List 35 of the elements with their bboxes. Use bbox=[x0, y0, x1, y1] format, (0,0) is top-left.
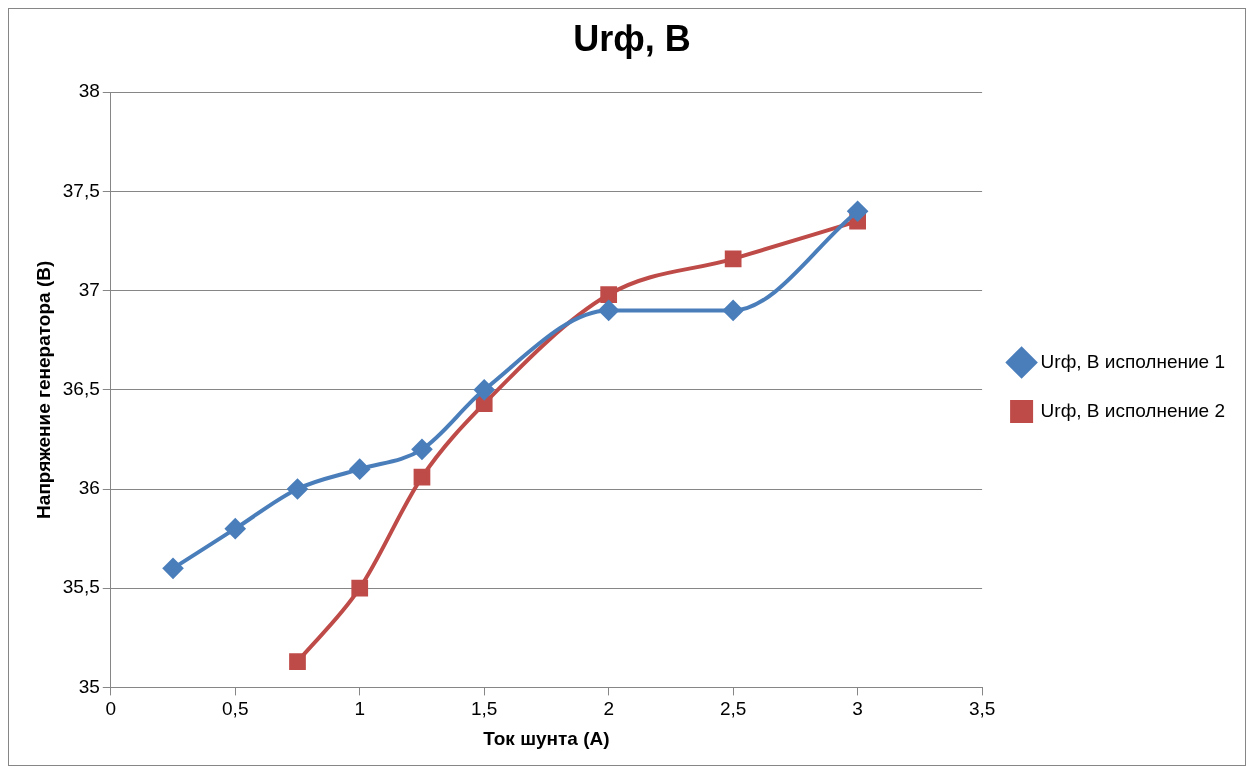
y-tick-label: 36,5 bbox=[62, 378, 100, 400]
x-tick-label: 3,5 bbox=[968, 698, 996, 720]
point bbox=[411, 439, 432, 460]
chart-title: Urф, В bbox=[573, 17, 691, 59]
point bbox=[287, 479, 308, 499]
point bbox=[598, 300, 619, 321]
x-tick-label: 2,5 bbox=[719, 698, 747, 720]
point bbox=[225, 518, 246, 539]
y-tick-label: 35,5 bbox=[62, 576, 100, 598]
y-tick-label: 36 bbox=[78, 477, 100, 499]
point bbox=[475, 395, 493, 413]
x-tick-label: 0,5 bbox=[222, 698, 249, 720]
x-tick-label: 0 bbox=[105, 698, 117, 720]
point bbox=[724, 250, 742, 268]
point bbox=[289, 653, 306, 670]
y-tick-label: 35 bbox=[78, 675, 100, 697]
x-tick-label: 1,5 bbox=[470, 698, 498, 720]
point bbox=[847, 201, 868, 222]
point bbox=[349, 459, 370, 480]
point bbox=[163, 558, 184, 579]
legend-label: Urф, В исполнение 2 bbox=[1040, 399, 1225, 421]
point bbox=[474, 379, 495, 400]
x-tick-label: 1 bbox=[354, 698, 366, 720]
point bbox=[413, 468, 431, 486]
y-tick-label: 37 bbox=[78, 278, 100, 300]
point bbox=[723, 300, 744, 321]
x-tick-label: 3 bbox=[852, 698, 863, 720]
y-axis-title: Напряжение генератора (В) bbox=[32, 260, 54, 519]
legend-label: Urф, В исполнение 1 bbox=[1040, 350, 1225, 372]
y-tick-label: 37,5 bbox=[62, 179, 100, 201]
point bbox=[600, 286, 618, 303]
point bbox=[351, 579, 369, 597]
x-axis-title: Ток шунта (А) bbox=[483, 727, 610, 749]
y-tick-label: 38 bbox=[78, 80, 100, 102]
x-tick-label: 2 bbox=[603, 698, 614, 720]
